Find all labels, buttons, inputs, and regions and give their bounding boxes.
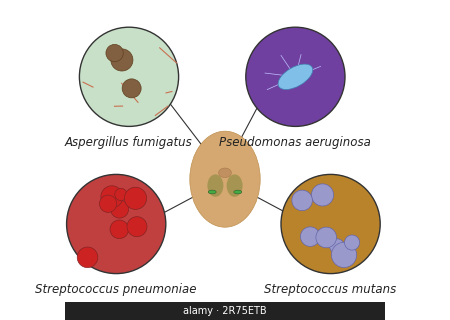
Circle shape (111, 200, 129, 218)
Circle shape (127, 217, 147, 237)
Circle shape (99, 195, 117, 212)
Ellipse shape (207, 174, 223, 197)
Circle shape (111, 49, 133, 71)
Circle shape (101, 186, 123, 208)
Circle shape (106, 44, 123, 62)
Circle shape (329, 239, 344, 253)
Circle shape (79, 27, 179, 126)
Circle shape (316, 227, 337, 248)
Ellipse shape (219, 168, 231, 178)
Text: Pseudomonas aeruginosa: Pseudomonas aeruginosa (220, 136, 371, 149)
Bar (65, 302, 385, 320)
Circle shape (125, 187, 147, 209)
Circle shape (122, 79, 141, 98)
Circle shape (115, 188, 127, 201)
Ellipse shape (234, 190, 242, 194)
Circle shape (110, 220, 129, 239)
Ellipse shape (208, 190, 216, 194)
Ellipse shape (227, 174, 243, 197)
Ellipse shape (278, 64, 313, 90)
Circle shape (77, 247, 98, 268)
Circle shape (301, 227, 320, 246)
Ellipse shape (190, 131, 260, 227)
Text: Streptococcus pneumoniae: Streptococcus pneumoniae (36, 283, 197, 296)
Text: alamy · 2R75ETB: alamy · 2R75ETB (183, 306, 267, 316)
Circle shape (344, 235, 360, 250)
Text: Streptococcus mutans: Streptococcus mutans (265, 283, 397, 296)
Circle shape (292, 190, 312, 211)
Text: Aspergillus fumigatus: Aspergillus fumigatus (65, 136, 193, 149)
Circle shape (281, 174, 380, 274)
Circle shape (67, 174, 166, 274)
Circle shape (331, 242, 356, 268)
Circle shape (246, 27, 345, 126)
Circle shape (311, 184, 333, 206)
